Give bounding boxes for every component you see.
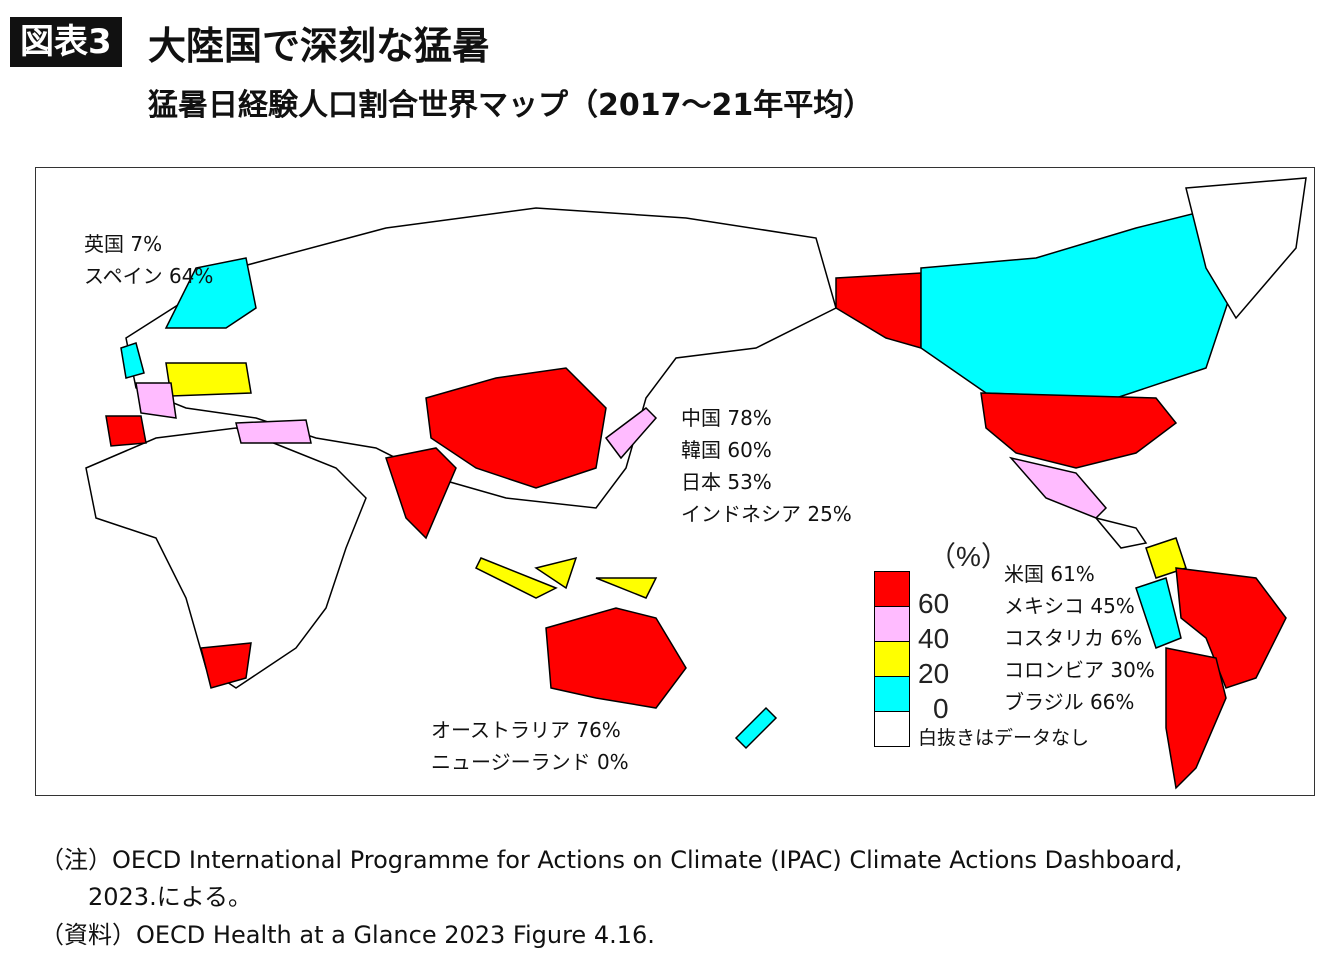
china <box>425 367 607 489</box>
legend-swatch-20-40 <box>874 641 910 677</box>
australia <box>545 607 687 709</box>
france <box>135 382 177 419</box>
label-uk: 英国 7% <box>84 232 163 256</box>
legend-swatch-0-20 <box>874 676 910 712</box>
india <box>385 447 457 540</box>
label-usa: 米国 61% <box>1004 562 1095 586</box>
note-cont: 2023.による。 <box>88 883 252 911</box>
legend-tick-40: 40 <box>918 623 950 654</box>
figure-badge: 図表3 <box>10 17 122 67</box>
world-map: 英国 7% スペイン 64% 中国 78% 韓国 60% 日本 53% インドネ… <box>35 167 1315 796</box>
legend-tick-0: 0 <box>933 693 949 724</box>
peru <box>1135 577 1182 649</box>
label-brazil: ブラジル 66% <box>1004 690 1135 714</box>
label-spain: スペイン 64% <box>84 264 214 288</box>
figure-title: 大陸国で深刻な猛暑 <box>148 24 491 68</box>
note: （注）OECD International Programme for Acti… <box>40 846 1183 874</box>
south-africa <box>200 642 252 689</box>
greenland <box>1185 177 1307 320</box>
label-australia: オーストラリア 76% <box>431 718 621 742</box>
label-china: 中国 78% <box>681 406 772 430</box>
alaska <box>835 272 922 349</box>
legend-tick-20: 20 <box>918 658 950 689</box>
legend-swatch-40-60 <box>874 606 910 642</box>
legend-no-data: 白抜きはデータなし <box>918 727 1090 749</box>
scandinavia <box>164 257 257 329</box>
source: （資料）OECD Health at a Glance 2023 Figure … <box>40 921 655 949</box>
uk <box>120 342 145 379</box>
map-shapes <box>85 177 1307 790</box>
legend-swatch-60plus <box>874 571 910 607</box>
legend-unit: （%） <box>928 541 1009 572</box>
spain <box>105 415 147 447</box>
central-europe <box>165 362 252 397</box>
usa <box>980 392 1178 469</box>
turkey <box>235 419 312 444</box>
legend-tick-60: 60 <box>918 588 950 619</box>
label-colombia: コロンビア 30% <box>1004 658 1155 682</box>
indonesia <box>474 556 658 599</box>
brazil <box>1175 567 1287 689</box>
canada <box>920 207 1237 399</box>
label-new-zealand: ニュージーランド 0% <box>431 750 629 774</box>
label-korea: 韓国 60% <box>681 438 772 462</box>
new-zealand <box>734 706 778 750</box>
legend-swatch-no-data <box>874 711 910 747</box>
label-costa-rica: コスタリカ 6% <box>1004 626 1143 650</box>
figure-subtitle: 猛暑日経験人口割合世界マップ（2017～21年平均） <box>148 88 874 123</box>
label-indonesia: インドネシア 25% <box>681 502 852 526</box>
argentina <box>1165 647 1227 790</box>
central-america <box>1093 516 1148 549</box>
label-japan: 日本 53% <box>681 470 772 494</box>
mexico <box>1008 456 1108 519</box>
japan <box>604 407 658 460</box>
label-mexico: メキシコ 45% <box>1004 594 1135 618</box>
